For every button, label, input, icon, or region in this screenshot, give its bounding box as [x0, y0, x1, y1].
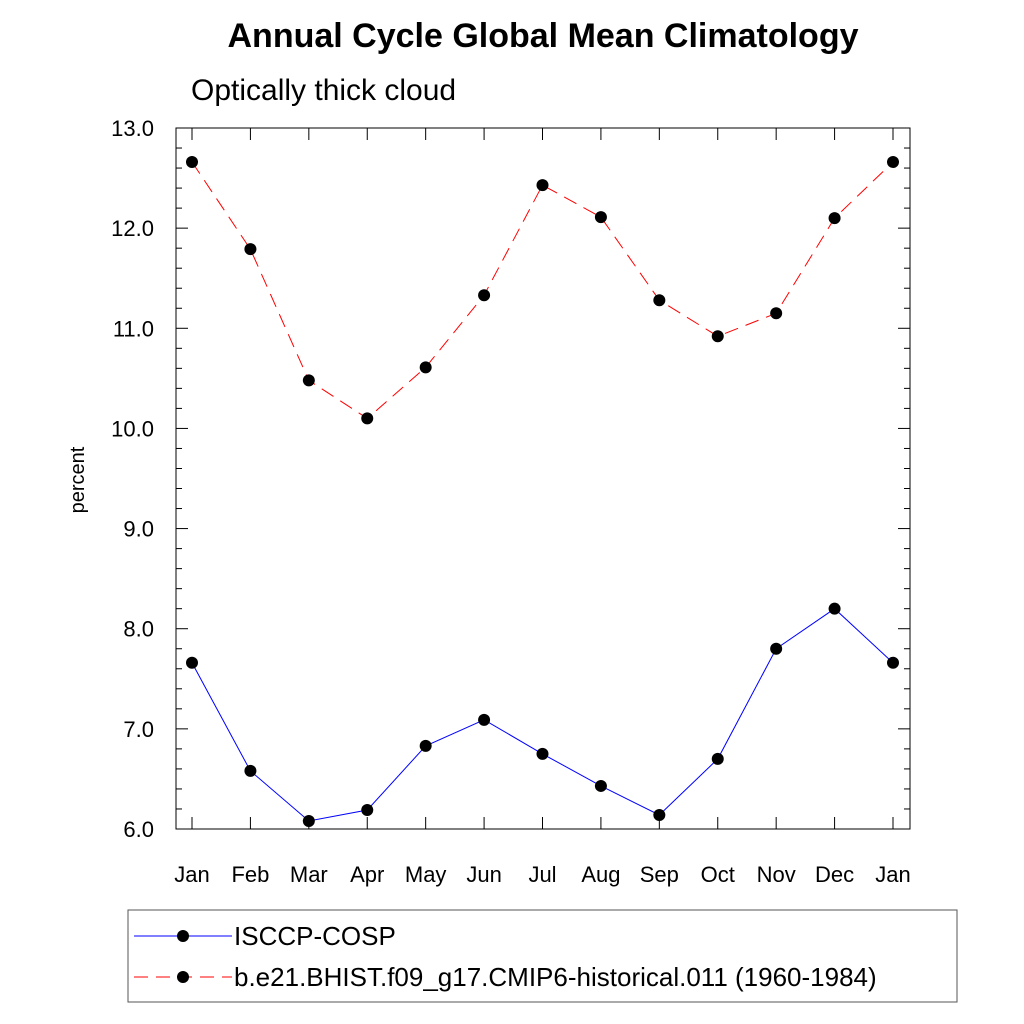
- y-tick-label: 6.0: [123, 817, 154, 842]
- data-point: [653, 294, 666, 307]
- y-ticks: 6.0 7.0 8.0 9.0 10.0 11.0 12.0 13.0: [111, 116, 910, 842]
- data-point: [419, 361, 432, 374]
- x-ticks: Jan Feb Mar Apr May Jun Jul Aug Sep Oct Nov Dec Jan: [174, 128, 911, 887]
- data-point: [361, 412, 374, 425]
- y-tick-label: 13.0: [111, 116, 154, 141]
- series-line-0: [191, 608, 894, 822]
- data-point: [770, 307, 783, 320]
- chart-title: Annual Cycle Global Mean Climatology: [228, 17, 859, 55]
- legend-marker-model: [177, 971, 189, 983]
- data-point: [244, 243, 257, 256]
- data-point: [711, 752, 724, 765]
- data-point: [594, 779, 607, 792]
- plot-frame: [175, 127, 911, 830]
- data-point: [594, 211, 607, 224]
- data-point: [302, 374, 315, 387]
- x-tick-label: Feb: [231, 862, 269, 887]
- x-tick-label: Dec: [815, 862, 854, 887]
- series-line-1: [191, 161, 894, 420]
- data-point: [828, 602, 841, 615]
- data-point: [536, 179, 549, 192]
- y-tick-label: 9.0: [123, 517, 154, 542]
- x-tick-label: Jan: [875, 862, 910, 887]
- x-tick-label: Sep: [640, 862, 679, 887]
- data-point: [361, 803, 374, 816]
- legend: ISCCP-COSP b.e21.BHIST.f09_g17.CMIP6-his…: [127, 909, 958, 1003]
- x-tick-label: Jul: [528, 862, 556, 887]
- data-point: [653, 808, 666, 821]
- data-point: [419, 739, 432, 752]
- y-tick-label: 7.0: [123, 717, 154, 742]
- data-point: [770, 642, 783, 655]
- chart-subtitle: Optically thick cloud: [191, 74, 456, 107]
- legend-label-model: b.e21.BHIST.f09_g17.CMIP6-historical.011…: [234, 962, 877, 992]
- y-tick-label: 8.0: [123, 617, 154, 642]
- legend-marker-isccp: [177, 930, 189, 942]
- x-tick-label: Aug: [581, 862, 620, 887]
- y-tick-label: 11.0: [113, 316, 154, 341]
- plot-border: [175, 127, 911, 830]
- x-tick-label: Jan: [174, 862, 209, 887]
- data-point: [186, 656, 198, 669]
- x-tick-label: Jun: [466, 862, 501, 887]
- data-point: [478, 289, 491, 302]
- data-point: [478, 713, 491, 726]
- data-point: [536, 747, 549, 760]
- x-tick-label: Apr: [350, 862, 384, 887]
- data-point: [244, 764, 257, 777]
- series-layer: [186, 156, 899, 827]
- data-point: [887, 156, 899, 169]
- y-axis-label: percent: [67, 446, 89, 513]
- data-point: [887, 656, 899, 669]
- data-point: [186, 156, 198, 169]
- y-tick-label: 10.0: [111, 416, 154, 441]
- legend-box: [127, 909, 958, 1003]
- x-tick-label: Nov: [757, 862, 796, 887]
- y-tick-label: 12.0: [111, 216, 154, 241]
- data-point: [711, 330, 724, 343]
- x-tick-label: May: [405, 862, 447, 887]
- legend-label-isccp: ISCCP-COSP: [234, 921, 396, 951]
- data-point: [828, 212, 841, 225]
- x-tick-label: Oct: [701, 862, 735, 887]
- data-point: [302, 814, 315, 827]
- x-tick-label: Mar: [290, 862, 328, 887]
